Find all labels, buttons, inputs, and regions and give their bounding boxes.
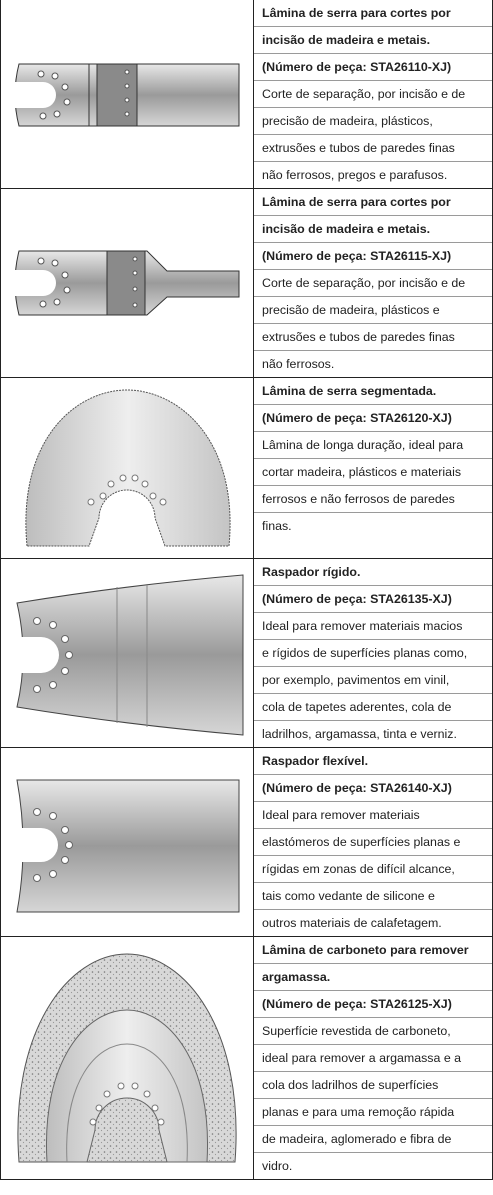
- text-cell: Raspador flexível. (Número de peça: STA26…: [254, 748, 492, 936]
- segment-blade-image: [25, 389, 231, 547]
- description-line: cortar madeira, plásticos e materiais: [254, 459, 492, 486]
- row: Raspador flexível. (Número de peça: STA26…: [1, 747, 492, 936]
- description-line: ferrosos e não ferrosos de paredes: [254, 486, 492, 513]
- description-line: rígidas em zonas de difícil alcance,: [254, 856, 492, 883]
- description-line: Corte de separação, por incisão e de: [254, 270, 492, 297]
- text-cell: Lâmina de carboneto para remover argamass…: [254, 937, 492, 1179]
- title-line: Raspador flexível.: [254, 748, 492, 775]
- image-cell: [1, 559, 254, 747]
- description-line: Corte de separação, por incisão e de: [254, 81, 492, 108]
- title-line: Lâmina de serra para cortes por: [254, 0, 492, 27]
- description-line: ladrilhos, argamassa, tinta e verniz.: [262, 727, 457, 741]
- description-line: por exemplo, pavimentos em vinil,: [254, 667, 492, 694]
- row: Lâmina de serra para cortes por incisão d…: [1, 188, 492, 377]
- description-line: finas.: [262, 519, 292, 533]
- rigid-scraper-image: [7, 574, 244, 736]
- image-cell: [1, 0, 254, 188]
- row: Lâmina de serra segmentada. (Número de pe…: [1, 377, 492, 558]
- description-line: Superfície revestida de carboneto,: [254, 1018, 492, 1045]
- row: Lâmina de carboneto para remover argamass…: [1, 936, 492, 1179]
- image-cell: [1, 189, 254, 377]
- text-cell: Raspador rígido. (Número de peça: STA2613…: [254, 559, 492, 747]
- description-line: Ideal para remover materiais: [254, 802, 492, 829]
- description-line: cola de tapetes aderentes, cola de: [254, 694, 492, 721]
- image-cell: [1, 937, 254, 1179]
- title-line: argamassa.: [254, 964, 492, 991]
- description-line: precisão de madeira, plásticos e: [254, 297, 492, 324]
- description-line: não ferrosos.: [262, 357, 335, 371]
- description-line: planas e para uma remoção rápida: [254, 1099, 492, 1126]
- title-line: Raspador rígido.: [254, 559, 492, 586]
- text-cell: Lâmina de serra para cortes por incisão d…: [254, 189, 492, 377]
- description-line: de madeira, aglomerado e fibra de: [254, 1126, 492, 1153]
- description-line: Ideal para remover materiais macios: [254, 613, 492, 640]
- row: Lâmina de serra para cortes por incisão d…: [1, 0, 492, 188]
- description-line: outros materiais de calafetagem.: [262, 916, 442, 930]
- description-line: vidro.: [262, 1159, 293, 1173]
- description-line: não ferrosos, pregos e parafusos.: [262, 168, 448, 182]
- title-line: incisão de madeira e metais.: [254, 27, 492, 54]
- description-line: cola dos ladrilhos de superfícies: [254, 1072, 492, 1099]
- title-line: Lâmina de serra segmentada.: [254, 378, 492, 405]
- flexible-scraper-image: [7, 779, 240, 913]
- description-line: elastómeros de superfícies planas e: [254, 829, 492, 856]
- description-line: tais como vedante de silicone e: [254, 883, 492, 910]
- image-cell: [1, 748, 254, 936]
- part-number: (Número de peça: STA26115-XJ): [254, 243, 492, 270]
- text-cell: Lâmina de serra para cortes por incisão d…: [254, 0, 492, 188]
- part-number: (Número de peça: STA26120-XJ): [254, 405, 492, 432]
- carbide-blade-image: [17, 953, 237, 1163]
- part-number: (Número de peça: STA26135-XJ): [254, 586, 492, 613]
- description-line: precisão de madeira, plásticos,: [254, 108, 492, 135]
- part-number: (Número de peça: STA26125-XJ): [254, 991, 492, 1018]
- row: Raspador rígido. (Número de peça: STA2613…: [1, 558, 492, 747]
- title-line: Lâmina de serra para cortes por: [254, 189, 492, 216]
- part-number: (Número de peça: STA26110-XJ): [254, 54, 492, 81]
- part-number: (Número de peça: STA26140-XJ): [254, 775, 492, 802]
- description-line: ideal para remover a argamassa e a: [254, 1045, 492, 1072]
- description-line: extrusões e tubos de paredes finas: [254, 135, 492, 162]
- description-line: Lâmina de longa duração, ideal para: [254, 432, 492, 459]
- title-line: incisão de madeira e metais.: [254, 216, 492, 243]
- description-line: e rígidos de superfícies planas como,: [254, 640, 492, 667]
- saw-blade-image: [7, 63, 240, 127]
- description-line: extrusões e tubos de paredes finas: [254, 324, 492, 351]
- image-cell: [1, 378, 254, 558]
- saw-blade-image: [7, 250, 240, 316]
- title-line: Lâmina de carboneto para remover: [254, 937, 492, 964]
- text-cell: Lâmina de serra segmentada. (Número de pe…: [254, 378, 492, 558]
